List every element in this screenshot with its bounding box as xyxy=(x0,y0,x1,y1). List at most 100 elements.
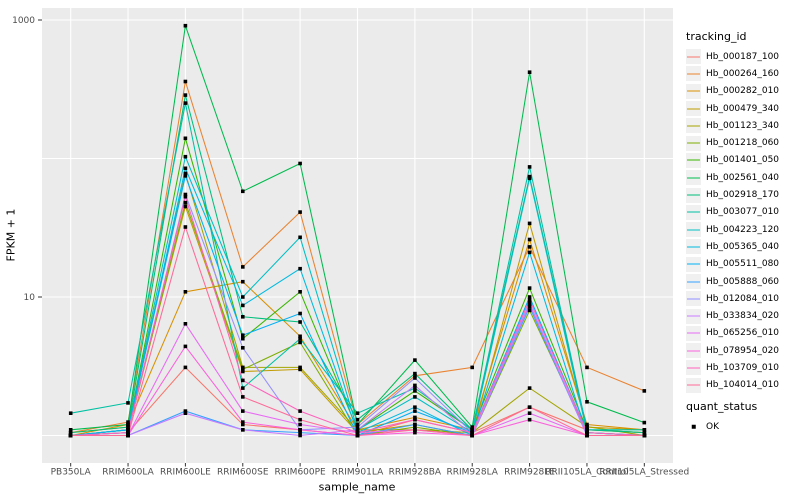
data-point xyxy=(183,79,188,84)
legend-item-label: Hb_012084_010 xyxy=(706,293,780,304)
legend-item-label: Hb_000264_160 xyxy=(706,68,780,79)
x-tick-label: RRIM901LA xyxy=(332,468,384,478)
data-point xyxy=(413,383,417,388)
data-point xyxy=(298,235,302,240)
data-point xyxy=(298,422,302,427)
y-axis-title: FPKM + 1 xyxy=(4,208,18,262)
data-point xyxy=(241,369,245,374)
legend-item-label: Hb_002561_040 xyxy=(706,172,780,183)
x-tick-label: RRII105LA_Control xyxy=(545,468,628,478)
data-point xyxy=(527,70,532,74)
data-point xyxy=(68,411,73,415)
data-point xyxy=(413,428,417,432)
legend-item-label: Hb_104014_010 xyxy=(706,380,780,391)
data-point xyxy=(183,154,188,159)
data-point xyxy=(298,161,302,166)
legend-item-Hb_103709_010: Hb_103709_010 xyxy=(686,359,800,376)
data-point xyxy=(355,422,360,427)
legend-item-label: Hb_004223_120 xyxy=(706,224,780,235)
line-swatch-icon xyxy=(687,177,700,179)
data-point xyxy=(642,433,647,438)
legend-item-Hb_001123_340: Hb_001123_340 xyxy=(686,117,800,134)
data-point xyxy=(298,340,302,345)
data-point xyxy=(527,295,532,299)
legend-item-label: Hb_001401_050 xyxy=(706,155,780,166)
line-swatch-icon xyxy=(687,229,700,231)
data-point xyxy=(585,433,589,438)
data-point xyxy=(585,424,589,429)
data-point xyxy=(298,365,302,370)
data-point xyxy=(585,428,589,432)
data-point xyxy=(241,420,245,424)
legend-item-label: Hb_000479_340 xyxy=(706,103,780,114)
data-point xyxy=(298,320,302,324)
legend-title: tracking_id xyxy=(686,30,747,43)
legend-item-ok: OK xyxy=(686,418,800,435)
legend-item-label: Hb_005888_060 xyxy=(706,276,780,287)
data-point xyxy=(298,210,302,214)
line-swatch-icon xyxy=(687,56,700,58)
data-point xyxy=(413,374,417,378)
data-point xyxy=(470,430,474,435)
data-point xyxy=(183,194,188,199)
line-swatch-icon xyxy=(687,108,700,110)
legend-key xyxy=(686,274,701,289)
x-tick-label: RRIM600LE xyxy=(160,468,211,478)
data-point xyxy=(241,367,245,372)
legend-item-label: Hb_078954_020 xyxy=(706,345,780,356)
legend-quant-status: quant_status OK xyxy=(686,400,800,435)
legend-item-Hb_000264_160: Hb_000264_160 xyxy=(686,65,800,82)
legend-item-Hb_000479_340: Hb_000479_340 xyxy=(686,100,800,117)
line-swatch-icon xyxy=(687,211,700,213)
legend-item-Hb_001218_060: Hb_001218_060 xyxy=(686,134,800,151)
data-point xyxy=(241,386,245,390)
data-point xyxy=(126,420,130,424)
data-point xyxy=(413,430,417,435)
data-point xyxy=(355,425,360,429)
data-point xyxy=(527,305,532,309)
line-swatch-icon xyxy=(687,350,700,352)
line-swatch-icon xyxy=(687,90,700,92)
data-point xyxy=(183,23,188,28)
data-point xyxy=(241,315,245,319)
data-point xyxy=(470,433,474,438)
legend-item-label: Hb_001123_340 xyxy=(706,120,780,131)
data-point xyxy=(241,395,245,399)
data-point xyxy=(126,428,130,432)
legend-key xyxy=(686,222,701,238)
data-point xyxy=(298,266,302,271)
legend-item-Hb_005365_040: Hb_005365_040 xyxy=(686,238,800,255)
data-point xyxy=(413,415,417,420)
line-swatch-icon xyxy=(687,142,700,144)
data-point xyxy=(585,422,589,427)
data-point xyxy=(183,365,188,370)
data-point xyxy=(527,405,532,409)
data-point xyxy=(183,200,188,205)
data-point xyxy=(413,409,417,413)
data-point xyxy=(298,428,302,432)
data-point xyxy=(183,101,188,105)
legend-key xyxy=(686,308,701,324)
line-swatch-icon xyxy=(687,332,700,334)
data-point xyxy=(183,322,188,326)
data-point xyxy=(470,425,474,429)
data-point xyxy=(470,365,474,370)
line-swatch-icon xyxy=(687,281,700,282)
data-point xyxy=(241,265,245,269)
legend-item-label: Hb_002918_170 xyxy=(706,190,780,201)
legend-key xyxy=(686,118,701,134)
legend-item-Hb_078954_020: Hb_078954_020 xyxy=(686,342,800,359)
data-point xyxy=(413,376,417,380)
data-point xyxy=(413,358,417,362)
data-point xyxy=(527,286,532,290)
legend-item-label: Hb_000187_100 xyxy=(706,51,780,62)
data-point xyxy=(68,433,73,438)
data-point xyxy=(642,430,647,435)
x-tick-label: RRIM600SE xyxy=(217,468,269,478)
x-tick-label: RRIM928LA xyxy=(446,468,498,478)
data-point xyxy=(183,136,188,141)
legend-key xyxy=(686,377,701,393)
legend-item-Hb_005888_060: Hb_005888_060 xyxy=(686,273,800,290)
line-swatch-icon xyxy=(687,194,700,196)
